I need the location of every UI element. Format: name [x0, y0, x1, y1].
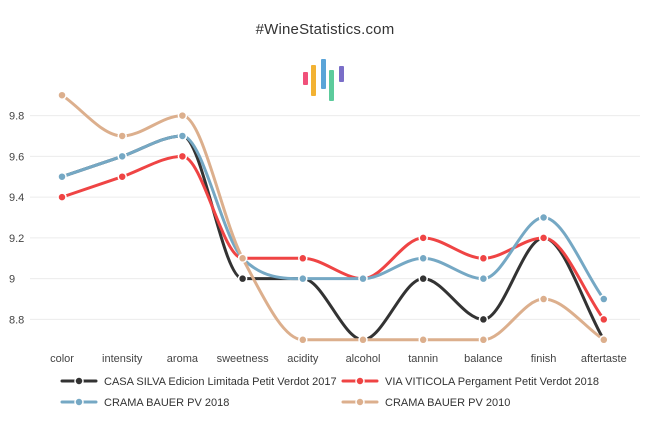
- data-point: [117, 151, 127, 162]
- y-tick-label: 9: [9, 274, 15, 286]
- data-point: [538, 233, 549, 243]
- legend-swatch-marker: [355, 397, 365, 407]
- legend-swatch-marker: [355, 376, 365, 386]
- data-point: [298, 253, 308, 264]
- data-point: [177, 151, 188, 162]
- data-point: [418, 335, 428, 345]
- data-point: [358, 335, 368, 345]
- x-tick-label: balance: [464, 353, 503, 365]
- y-tick-label: 9.2: [9, 233, 24, 245]
- data-point: [358, 273, 368, 284]
- x-tick-label: intensity: [102, 353, 143, 365]
- data-point: [478, 253, 489, 264]
- data-point: [177, 110, 188, 121]
- y-tick-label: 9.4: [9, 192, 24, 204]
- data-point: [57, 171, 67, 182]
- data-point: [298, 273, 308, 284]
- data-point: [57, 192, 67, 202]
- legend-swatch-marker: [74, 376, 84, 386]
- logo-bar-1: [303, 72, 308, 85]
- data-point: [298, 335, 308, 345]
- legend-label: CASA SILVA Edicion Limitada Petit Verdot…: [104, 376, 337, 388]
- x-tick-label: sweetness: [217, 353, 269, 365]
- data-point: [538, 294, 549, 304]
- logo-bar-5: [339, 66, 344, 82]
- x-tick-label: color: [50, 353, 74, 365]
- x-tick-label: tannin: [408, 353, 438, 365]
- data-point: [478, 335, 489, 345]
- data-point: [478, 273, 489, 284]
- logo-bar-2: [311, 65, 316, 96]
- logo-bar-3: [321, 59, 326, 89]
- series-line: [60, 93, 606, 342]
- data-point: [237, 273, 248, 284]
- data-point: [237, 253, 248, 264]
- chart-title: #WineStatistics.com: [255, 21, 395, 38]
- data-point: [478, 314, 489, 325]
- legend-label: VIA VITICOLA Pergament Petit Verdot 2018: [385, 376, 599, 388]
- y-tick-label: 8.8: [9, 314, 24, 326]
- x-tick-label: finish: [531, 353, 557, 365]
- x-tick-label: alcohol: [346, 353, 381, 365]
- data-point: [599, 335, 609, 345]
- data-point: [599, 294, 609, 304]
- data-point: [418, 253, 428, 264]
- y-tick-label: 9.8: [9, 111, 24, 123]
- data-point: [599, 314, 609, 325]
- y-tick-label: 9.6: [9, 151, 24, 163]
- logo-bar-4: [329, 70, 334, 101]
- data-point: [538, 212, 549, 223]
- bar-logo-icon: [303, 59, 344, 101]
- legend-swatch-marker: [74, 397, 84, 407]
- data-point: [418, 273, 428, 284]
- legend-label: CRAMA BAUER PV 2018: [104, 397, 229, 409]
- data-point: [177, 131, 188, 141]
- data-point: [117, 131, 127, 141]
- data-point: [418, 233, 428, 243]
- x-tick-label: aroma: [167, 353, 199, 365]
- legend-label: CRAMA BAUER PV 2010: [385, 397, 510, 409]
- series-line: [60, 134, 606, 301]
- x-tick-label: aftertaste: [581, 353, 627, 365]
- x-tick-label: acidity: [287, 353, 319, 365]
- data-point: [57, 90, 67, 100]
- data-point: [117, 171, 127, 182]
- series-line: [60, 154, 606, 321]
